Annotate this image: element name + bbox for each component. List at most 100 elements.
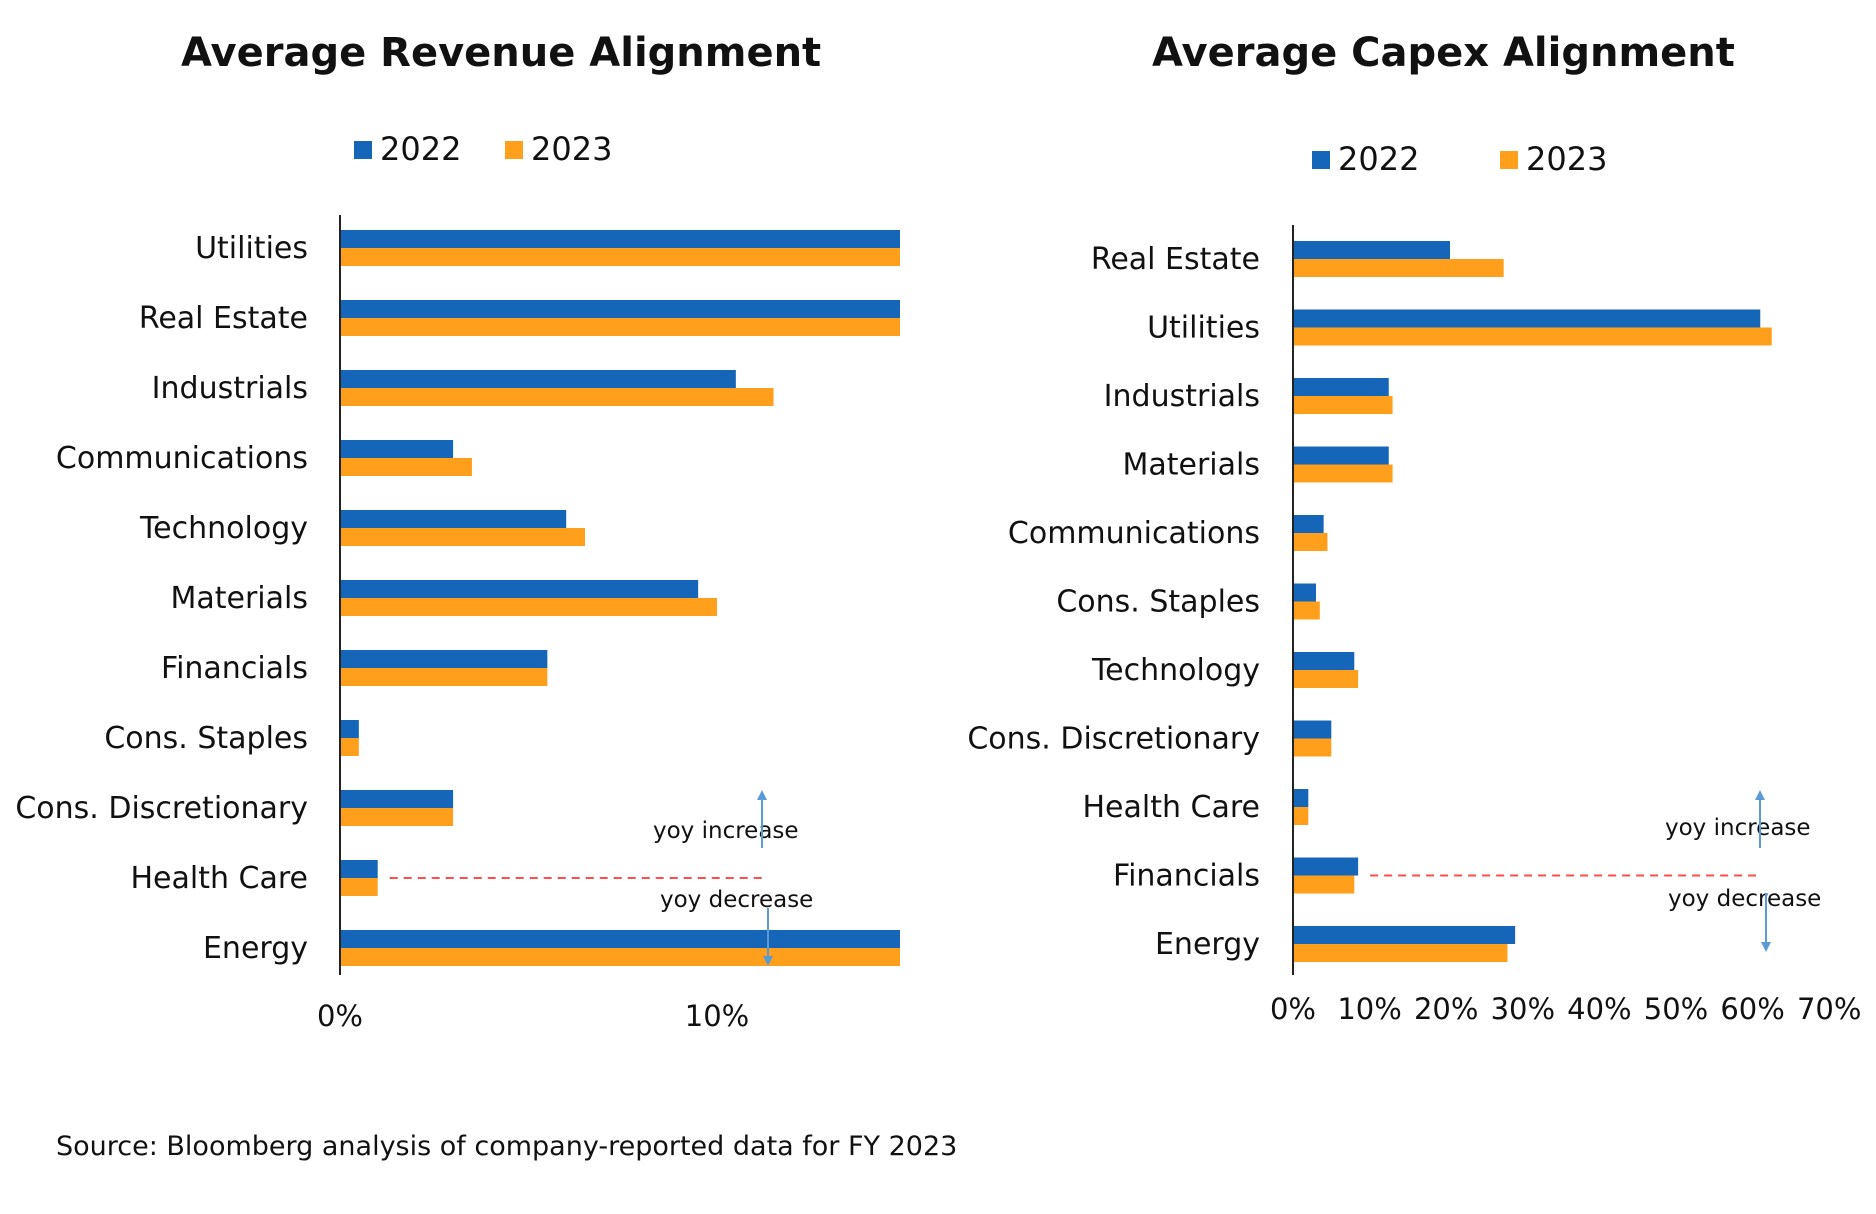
revenue-alignment-chart: 2022 2023 Utilities Real Estate Industrials C… [15,130,900,1033]
bar-2022-materials [340,580,699,598]
arrow-down-icon [1761,893,1771,952]
x-tick-label: 50% [1644,992,1708,1026]
bar-2023-technology [340,528,586,546]
bar-2022-cons-discretionary [340,790,454,808]
category-label-energy: Energy [1155,927,1260,962]
bar-2022-health-care [340,860,378,878]
x-tick-label: 30% [1491,992,1555,1026]
bar-2022-health-care [1293,789,1309,807]
category-label-industrials: Industrials [152,371,308,406]
category-label-cons-discretionary: Cons. Discretionary [967,722,1260,757]
bar-2022-industrials [1293,378,1389,396]
legend-item-2022: 2022 [354,130,461,168]
bar-2022-technology [340,510,567,528]
x-tick-label: 40% [1567,992,1631,1026]
revenue-chart-title: Average Revenue Alignment [181,30,822,76]
bar-2022-financials [340,650,548,668]
bar-2022-energy [340,930,900,948]
category-label-health-care: Health Care [130,861,308,896]
legend-label: 2023 [531,130,612,168]
arrow-up-icon [757,790,767,848]
bar-2023-technology [1293,670,1359,688]
bar-2022-industrials [340,370,736,388]
category-label-utilities: Utilities [195,231,308,266]
bar-2022-real-estate [340,300,900,318]
bar-2022-utilities [1293,309,1761,328]
category-label-technology: Technology [1091,653,1260,688]
bar-2023-real-estate [340,318,900,336]
bar-2023-financials [1293,875,1355,894]
bar-2023-communications [1293,533,1328,551]
capex-chart-title: Average Capex Alignment [1152,30,1735,76]
bar-2022-communications [1293,515,1324,533]
bar-2023-utilities [1293,327,1772,346]
bar-2023-utilities [340,248,900,266]
legend-swatch [505,141,523,159]
bar-2022-cons-staples [1293,583,1316,602]
bar-2022-financials [1293,857,1359,876]
category-label-communications: Communications [56,441,308,476]
category-label-real-estate: Real Estate [139,301,308,336]
bar-2023-financials [340,668,548,686]
category-label-materials: Materials [1122,448,1260,483]
bar-2022-technology [1293,652,1355,670]
capex-alignment-chart: 2022 2023 Real Estate Utilities Industrials M… [967,140,1861,1026]
bar-2023-real-estate [1293,259,1504,277]
legend-label: 2022 [1338,140,1419,178]
bar-2023-health-care [340,878,378,896]
legend-item-2023: 2023 [505,130,612,168]
category-label-financials: Financials [1113,859,1260,894]
category-label-materials: Materials [170,581,308,616]
x-tick-label: 20% [1414,992,1478,1026]
yoy-increase-label: yoy increase [1665,815,1811,841]
bar-2023-cons-discretionary [340,808,454,826]
category-label-health-care: Health Care [1082,790,1260,825]
yoy-decrease-label: yoy decrease [660,887,813,913]
category-label-technology: Technology [139,511,308,546]
bar-2023-materials [340,598,717,616]
bar-2022-energy [1293,926,1516,944]
bar-2022-real-estate [1293,241,1451,259]
category-label-industrials: Industrials [1104,379,1260,414]
category-label-real-estate: Real Estate [1091,242,1260,277]
arrow-up-icon [1755,790,1765,848]
legend-swatch [354,141,372,159]
yoy-decrease-label: yoy decrease [1668,886,1821,912]
bar-2022-utilities [340,230,900,248]
bar-2023-energy [1293,944,1508,962]
yoy-increase-label: yoy increase [653,818,799,844]
category-label-communications: Communications [1008,516,1260,551]
legend-item-2023: 2023 [1500,140,1607,178]
bar-2023-industrials [340,388,774,406]
arrow-down-icon [763,908,773,966]
category-label-cons-staples: Cons. Staples [104,721,308,756]
bar-2023-cons-staples [340,738,359,756]
category-label-utilities: Utilities [1147,311,1260,346]
bar-2022-cons-staples [340,720,359,738]
legend-item-2022: 2022 [1312,140,1419,178]
x-tick-label: 0% [1270,992,1316,1026]
bar-2022-cons-discretionary [1293,720,1332,739]
x-tick-label: 10% [685,999,749,1033]
bar-2023-energy [340,948,900,966]
x-tick-label: 60% [1720,992,1784,1026]
bar-2023-industrials [1293,396,1393,414]
bar-2023-communications [340,458,472,476]
bar-2023-materials [1293,464,1393,483]
x-tick-label: 70% [1797,992,1861,1026]
category-label-energy: Energy [203,931,308,966]
legend-swatch [1500,151,1518,169]
x-tick-label: 0% [317,999,363,1033]
bar-2023-cons-discretionary [1293,738,1332,757]
legend-label: 2022 [380,130,461,168]
bar-2022-materials [1293,446,1389,465]
category-label-cons-discretionary: Cons. Discretionary [15,791,308,826]
bar-2022-communications [340,440,454,458]
bar-2023-cons-staples [1293,601,1320,620]
category-label-financials: Financials [161,651,308,686]
legend-label: 2023 [1526,140,1607,178]
source-note: Source: Bloomberg analysis of company-re… [56,1131,958,1162]
bar-2023-health-care [1293,807,1309,825]
legend-swatch [1312,151,1330,169]
x-tick-label: 10% [1337,992,1401,1026]
